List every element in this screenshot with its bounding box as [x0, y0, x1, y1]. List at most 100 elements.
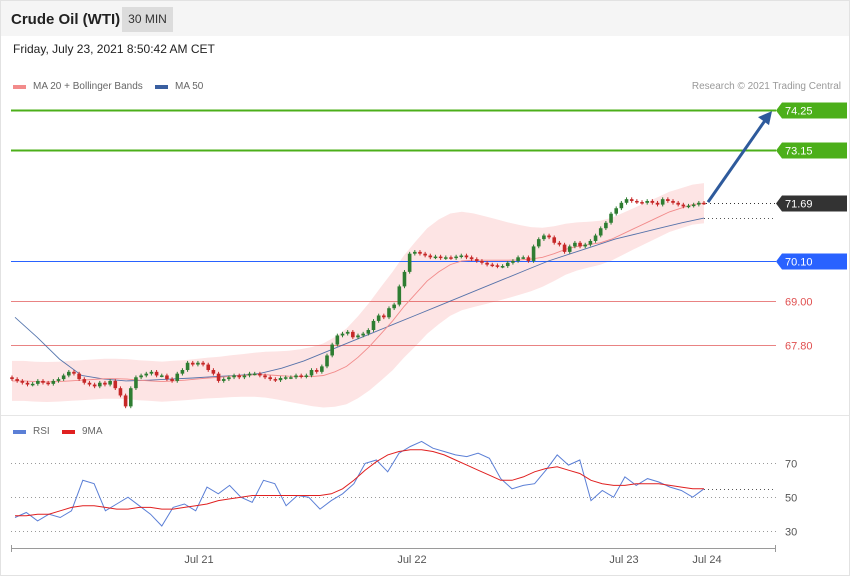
candle-body: [356, 335, 360, 338]
level-label-70.10: 70.10: [785, 257, 813, 269]
candle-body: [340, 333, 345, 336]
candle-body: [536, 239, 541, 247]
candle-body: [175, 373, 180, 381]
candle-body: [645, 200, 649, 203]
candle-body: [304, 375, 309, 377]
candle-body: [500, 266, 505, 268]
rsi-line: [14, 440, 705, 527]
candle-body: [454, 256, 458, 259]
timeframe-badge[interactable]: 30 MIN: [122, 7, 173, 32]
candle-body: [77, 373, 81, 380]
legend-rsi-label: RSI: [33, 426, 50, 437]
candle-body: [516, 257, 520, 261]
candle-body: [273, 379, 278, 381]
candle-body: [624, 199, 629, 203]
level-label-73.15: 73.15: [785, 146, 813, 158]
chart-header: Crude Oil (WTI) 30 MIN: [1, 1, 849, 36]
candle-body: [490, 264, 495, 267]
candle-body: [578, 242, 582, 247]
candle-body: [258, 373, 262, 376]
candle-body: [72, 371, 76, 374]
candle-body: [46, 382, 50, 385]
candle-body: [485, 262, 489, 265]
candle-body: [10, 377, 14, 380]
level-label-71.69: 71.69: [785, 199, 813, 211]
candle-body: [376, 315, 381, 321]
9ma-swatch: [62, 429, 75, 434]
candle-body: [433, 256, 438, 259]
x-tick-label: Jul 24: [692, 554, 721, 566]
candle-body: [108, 380, 112, 385]
candle-body: [139, 375, 143, 378]
ma20-swatch: [13, 84, 26, 89]
candle-body: [221, 379, 226, 381]
candle-body: [325, 355, 329, 367]
candle-body: [655, 202, 660, 205]
candle-body: [237, 375, 242, 378]
candle-body: [474, 259, 479, 261]
legend-ma50: MA 50: [155, 81, 203, 92]
candle-body: [201, 362, 205, 365]
rsi-tick-70: 70: [785, 459, 797, 471]
candle-body: [263, 375, 267, 378]
candle-body: [159, 375, 164, 377]
candle-body: [392, 304, 396, 309]
candle-body: [666, 199, 670, 201]
candle-body: [61, 375, 66, 380]
candle-body: [351, 331, 355, 338]
candle-body: [526, 257, 531, 261]
candle-body: [681, 204, 686, 207]
candle-body: [206, 364, 211, 371]
candle-body: [211, 370, 216, 374]
candle-body: [25, 382, 30, 385]
candle-body: [361, 333, 365, 336]
candle-body: [134, 377, 138, 389]
candle-body: [521, 257, 526, 259]
candle-body: [294, 375, 298, 378]
level-label-67.80: 67.80: [785, 341, 813, 353]
candle-body: [495, 265, 500, 267]
candle-body: [190, 362, 195, 365]
candle-body: [557, 242, 562, 245]
candle-body: [650, 200, 655, 203]
candle-body: [20, 380, 25, 383]
legend-rsi: RSI: [13, 426, 50, 437]
candle-body: [428, 255, 433, 258]
candle-body: [542, 235, 546, 240]
projection-arrow-head: [758, 111, 772, 126]
candle-body: [56, 379, 61, 381]
legend-ma50-label: MA 50: [175, 81, 204, 92]
candle-body: [289, 377, 293, 379]
candle-body: [459, 255, 464, 257]
ma50-line: [14, 217, 705, 382]
candle-body: [588, 240, 593, 245]
candle-body: [320, 366, 324, 372]
x-tick-label: Jul 23: [609, 554, 638, 566]
candle-body: [227, 377, 231, 380]
candle-body: [697, 202, 701, 205]
candle-body: [92, 384, 97, 387]
candle-body: [407, 253, 412, 272]
candle-body: [103, 382, 107, 385]
candle-body: [82, 379, 87, 383]
candle-body: [609, 213, 613, 223]
candle-body: [283, 377, 288, 379]
candle-body: [51, 380, 56, 384]
legend-ma20-label: MA 20 + Bollinger Bands: [33, 81, 143, 92]
candle-body: [382, 315, 386, 318]
candle-body: [547, 235, 551, 238]
candle-body: [41, 380, 45, 383]
candle-body: [185, 362, 190, 371]
candle-body: [252, 373, 257, 376]
candle-body: [635, 200, 639, 203]
candle-body: [113, 380, 118, 389]
candle-body: [604, 222, 608, 229]
candle-body: [314, 370, 319, 372]
rsi-tick-50: 50: [785, 493, 797, 505]
candle-body: [299, 375, 303, 377]
candle-body: [671, 200, 675, 203]
candle-body: [531, 246, 536, 261]
candle-body: [15, 379, 19, 381]
candle-body: [702, 202, 706, 205]
level-tag-70.10: [776, 253, 847, 270]
